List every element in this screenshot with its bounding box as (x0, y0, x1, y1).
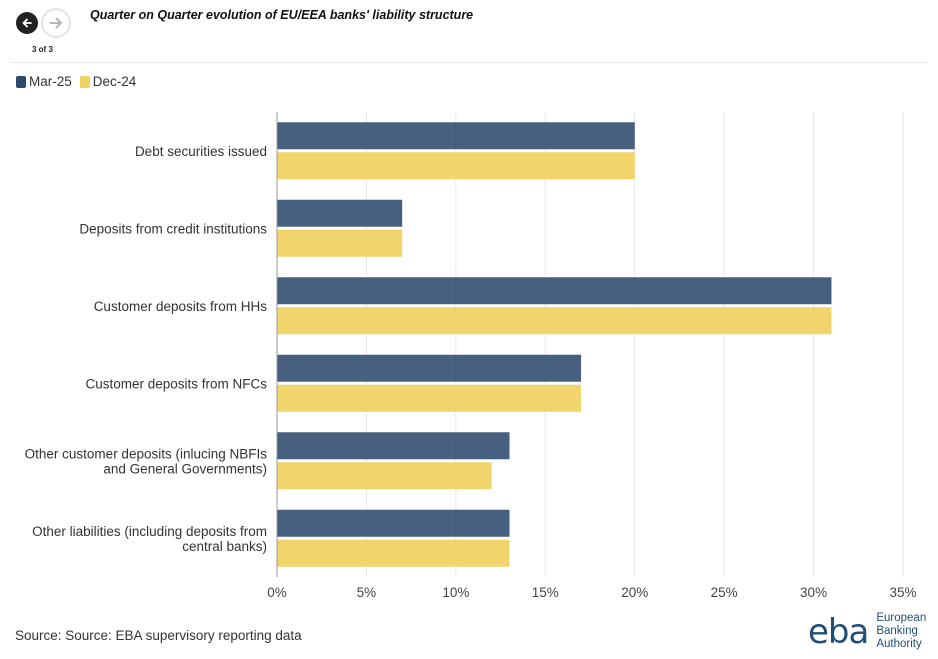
bar-mar-25-4[interactable] (277, 432, 510, 460)
legend-swatch-dec-24 (79, 75, 90, 88)
legend-item-dec-24[interactable]: Dec-24 (79, 74, 137, 89)
bar-dec-24-1[interactable] (277, 229, 403, 257)
previous-button[interactable] (16, 12, 38, 34)
bar-mar-25-2[interactable] (277, 277, 832, 305)
category-label: Other customer deposits (inlucing NBFIs (25, 446, 268, 461)
bar-dec-24-4[interactable] (277, 462, 492, 490)
logo-line-3: Authority (876, 638, 922, 650)
category-label: Deposits from credit institutions (79, 221, 267, 236)
bar-mar-25-1[interactable] (277, 199, 403, 227)
x-tick-label: 0% (267, 585, 287, 600)
legend-label-mar-25: Mar-25 (29, 74, 72, 89)
x-tick-label: 5% (357, 585, 377, 600)
x-tick-label: 10% (442, 585, 469, 600)
category-label: central banks) (182, 539, 267, 554)
bar-mar-25-0[interactable] (277, 122, 635, 150)
category-label: Other liabilities (including deposits fr… (32, 524, 267, 539)
arrow-right-icon (49, 17, 62, 29)
x-tick-label: 35% (889, 585, 916, 600)
category-label: and General Governments) (103, 461, 267, 476)
x-tick-label: 20% (621, 585, 648, 600)
legend-item-mar-25[interactable]: Mar-25 (16, 74, 72, 89)
x-tick-label: 30% (800, 585, 827, 600)
bar-dec-24-5[interactable] (277, 539, 510, 567)
chart-legend: Mar-25 Dec-24 (16, 74, 144, 89)
bar-dec-24-0[interactable] (277, 152, 635, 180)
logo-line-2: Banking (876, 625, 918, 637)
slide-navigation: 3 of 3 (14, 6, 84, 56)
page-counter: 3 of 3 (32, 45, 53, 54)
x-tick-label: 15% (532, 585, 559, 600)
x-tick-label: 25% (711, 585, 738, 600)
bar-dec-24-3[interactable] (277, 384, 582, 412)
next-button[interactable] (41, 8, 71, 38)
bar-mar-25-5[interactable] (277, 509, 510, 537)
logo-text: European Banking Authority (876, 612, 926, 651)
eba-logo: eba European Banking Authority (808, 612, 926, 651)
bar-dec-24-2[interactable] (277, 307, 832, 335)
category-label: Customer deposits from HHs (94, 299, 268, 314)
arrow-left-icon (22, 18, 32, 28)
legend-label-dec-24: Dec-24 (92, 74, 137, 89)
category-label: Customer deposits from NFCs (85, 376, 267, 391)
logo-line-1: European (876, 612, 927, 624)
bar-mar-25-3[interactable] (277, 354, 582, 382)
category-label: Debt securities issued (135, 144, 267, 159)
header-divider (10, 62, 928, 63)
logo-mark: eba (808, 611, 869, 652)
source-note: Source: Source: EBA supervisory reportin… (15, 628, 302, 643)
chart-title: Quarter on Quarter evolution of EU/EEA b… (90, 8, 474, 22)
legend-swatch-mar-25 (16, 75, 26, 88)
